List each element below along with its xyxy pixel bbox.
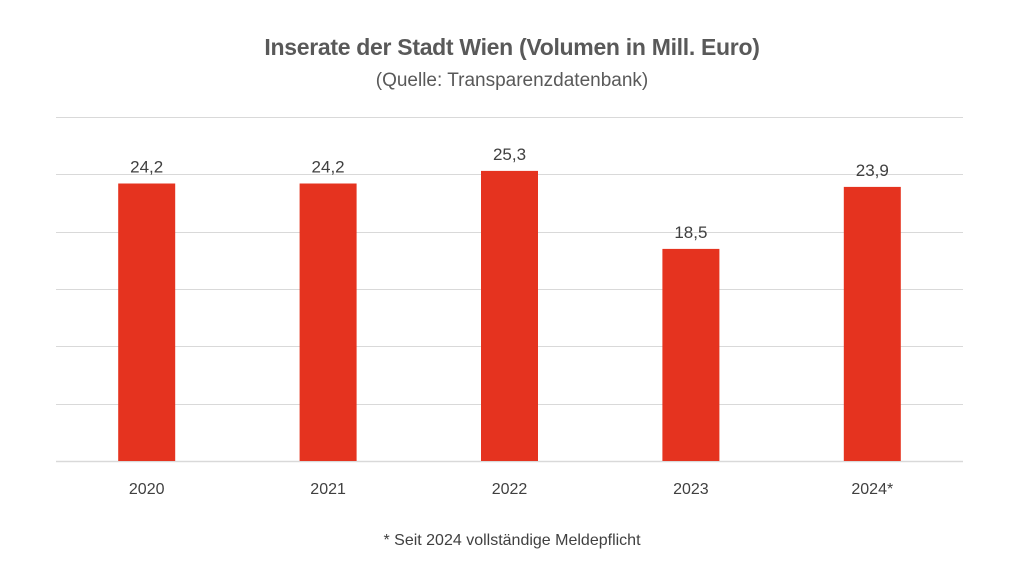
- data-label: 24,2: [130, 158, 163, 177]
- data-labels: 24,2 24,2 25,3 18,5 23,9: [130, 145, 889, 242]
- x-tick-label: 2022: [492, 481, 528, 498]
- data-label: 25,3: [493, 145, 526, 164]
- bar-2020: [118, 183, 176, 461]
- bar-2024: [843, 186, 901, 461]
- chart-footnote: * Seit 2024 vollständige Meldepflicht: [383, 532, 641, 549]
- x-axis-ticks: 2020 2021 2022 2023 2024*: [129, 481, 893, 498]
- bar-2022: [481, 170, 538, 461]
- data-label: 23,9: [856, 161, 889, 180]
- x-tick-label: 2021: [310, 481, 346, 498]
- chart-subtitle: (Quelle: Transparenzdatenbank): [375, 70, 649, 91]
- bars: [118, 170, 901, 461]
- x-tick-label: 2020: [129, 481, 165, 498]
- bar-2023: [662, 248, 720, 461]
- data-label: 24,2: [312, 158, 345, 177]
- x-tick-label: 2024*: [851, 481, 893, 498]
- chart-title: Inserate der Stadt Wien (Volumen in Mill…: [264, 34, 760, 60]
- data-label: 18,5: [674, 223, 707, 242]
- x-tick-label: 2023: [673, 481, 709, 498]
- bar-2021: [299, 183, 357, 461]
